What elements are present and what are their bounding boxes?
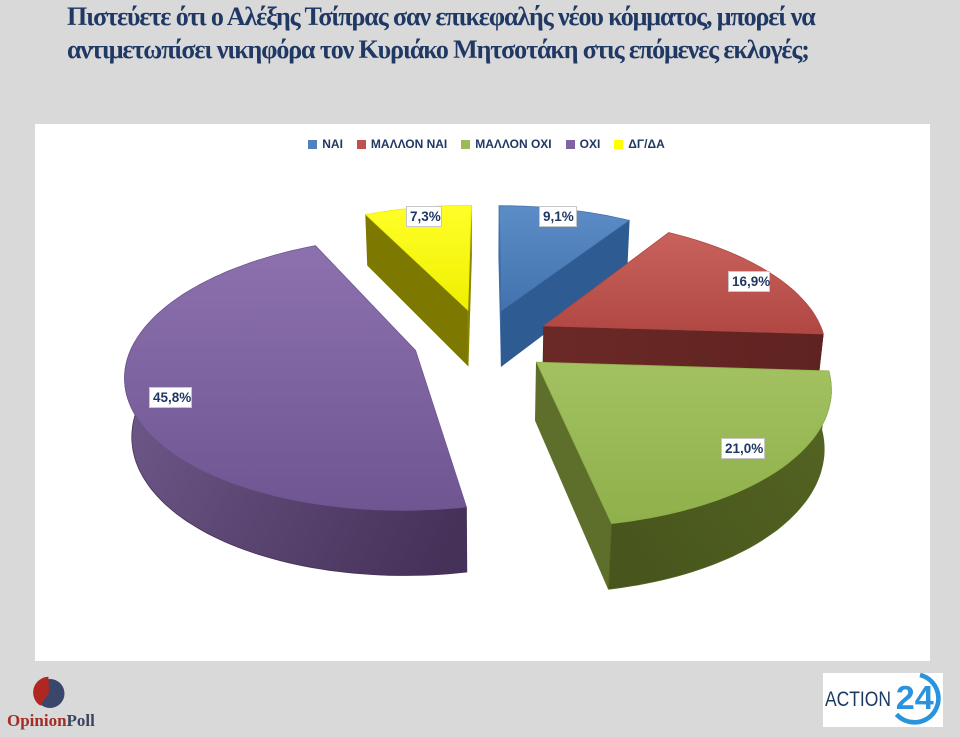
svg-text:ACTION: ACTION <box>825 687 891 711</box>
svg-text:24: 24 <box>896 679 935 716</box>
